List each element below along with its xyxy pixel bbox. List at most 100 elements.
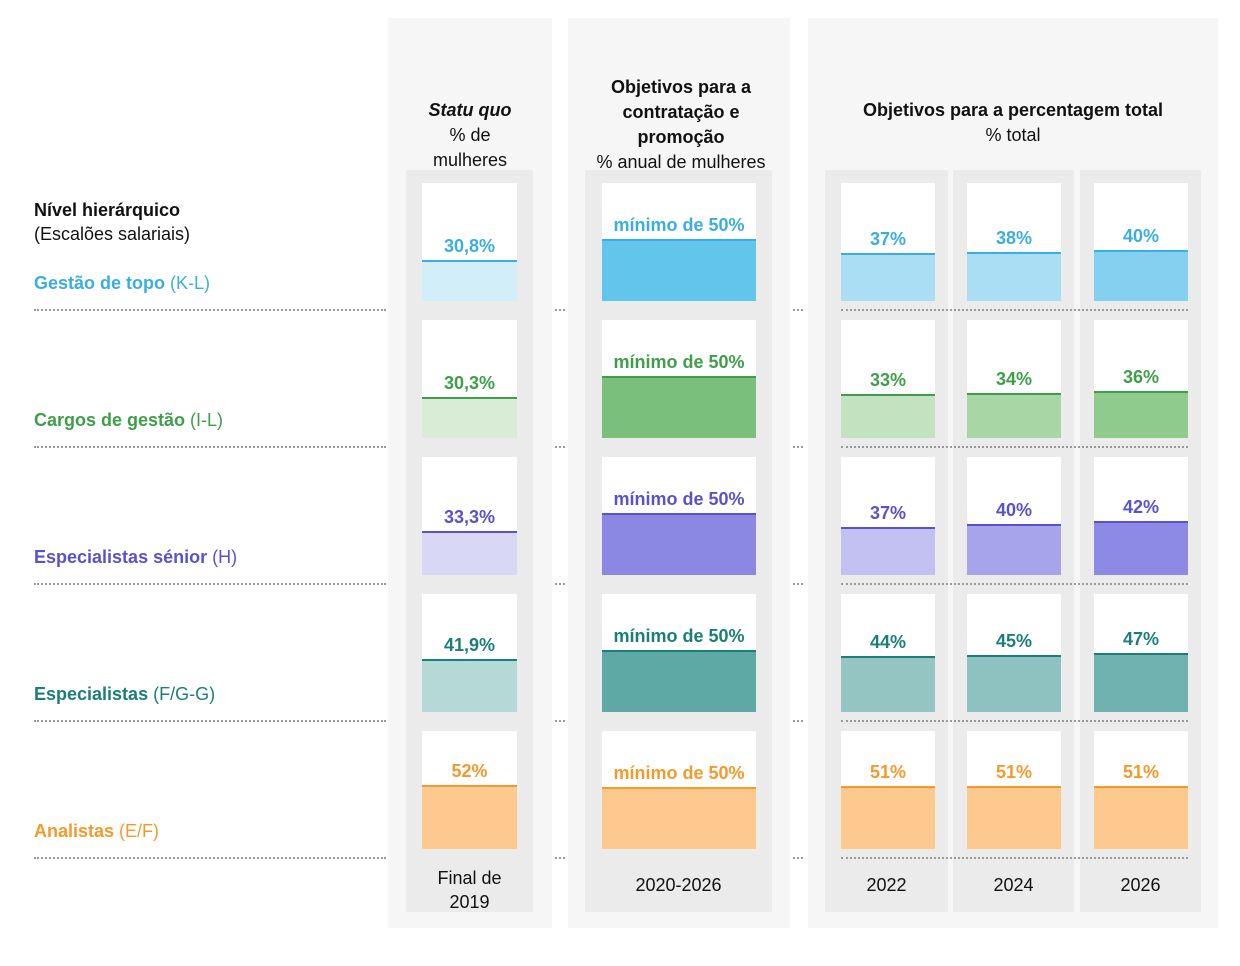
bar-value-label: 51% — [995, 762, 1033, 782]
row-separator — [555, 309, 565, 311]
footer-label-2020-2026: 2020-2026 — [635, 875, 722, 895]
bar-value-label: 44% — [869, 632, 907, 652]
bar-value-label: mínimo de 50% — [613, 215, 745, 235]
statu-quo-title: Statu quo — [428, 100, 512, 120]
hiring-targets-header: Objetivos para a contratação e promoção … — [568, 75, 794, 175]
row-grade: (E/F) — [119, 821, 160, 841]
bar-fill — [841, 656, 935, 712]
row-label-gestao-de-topo: Gestão de topo (K-L) — [34, 273, 210, 294]
row-header-subtitle: (Escalões salariais) — [34, 224, 191, 244]
bar-value-label: 51% — [869, 762, 907, 782]
bar-fill — [967, 524, 1061, 575]
row-label-cargos-de-gestao: Cargos de gestão (I-L) — [34, 410, 223, 431]
bar-top-line — [841, 527, 935, 529]
bar-top-line — [422, 260, 517, 262]
bar-value-label: 51% — [1122, 762, 1160, 782]
row-grade: (H) — [212, 547, 238, 567]
bar-cell-especialistas-senior-2: 37% — [841, 457, 935, 575]
bar-cell-gestao-de-topo-2: 37% — [841, 183, 935, 301]
bar-fill — [967, 655, 1061, 712]
footer-label-2024: 2024 — [993, 875, 1034, 895]
bar-value-label: 47% — [1122, 629, 1160, 649]
bar-value-label: 33% — [869, 370, 907, 390]
bar-top-line — [1094, 521, 1188, 523]
bar-cell-cargos-de-gestao-0: 30,3% — [422, 320, 517, 438]
bar-value-label: 33,3% — [443, 507, 496, 527]
bar-cell-analistas-0: 52% — [422, 731, 517, 849]
footer-label-2022: 2022 — [866, 875, 907, 895]
row-separator — [793, 857, 803, 859]
bar-value-label: 52% — [451, 761, 488, 781]
bar-fill — [967, 786, 1061, 849]
bar-top-line — [967, 524, 1061, 526]
bar-fill — [967, 252, 1061, 301]
bar-value-label: 38% — [995, 228, 1033, 248]
total-targets-header: Objetivos para a percentagem total % tot… — [808, 98, 1218, 148]
row-separator — [841, 583, 1188, 585]
bar-value-label: mínimo de 50% — [613, 352, 745, 372]
bar-top-line — [967, 655, 1061, 657]
total-targets-title: Objetivos para a percentagem total — [862, 100, 1164, 120]
bar-cell-cargos-de-gestao-1: mínimo de 50% — [602, 320, 756, 438]
row-separator — [34, 583, 386, 585]
bar-value-label: 37% — [869, 229, 907, 249]
row-separator — [793, 309, 803, 311]
row-separator — [555, 857, 565, 859]
row-name: Analistas — [34, 821, 120, 841]
bar-value-label: 42% — [1122, 497, 1160, 517]
bar-top-line — [841, 253, 935, 255]
row-separator — [34, 446, 386, 448]
bar-cell-especialistas-1: mínimo de 50% — [602, 594, 756, 712]
footer-label-2019: Final de 2019 — [437, 868, 502, 912]
bar-value-label: mínimo de 50% — [613, 626, 745, 646]
bar-top-line — [422, 397, 517, 399]
bar-fill — [602, 787, 756, 849]
bar-cell-especialistas-4: 47% — [1094, 594, 1188, 712]
bar-cell-especialistas-3: 45% — [967, 594, 1061, 712]
row-separator — [34, 720, 386, 722]
row-separator — [841, 720, 1188, 722]
row-separator — [34, 309, 386, 311]
bar-top-line — [602, 376, 756, 378]
bar-cell-analistas-3: 51% — [967, 731, 1061, 849]
bar-cell-especialistas-0: 41,9% — [422, 594, 517, 712]
row-grade: (F/G-G) — [153, 684, 216, 704]
row-separator — [841, 857, 1188, 859]
bar-fill — [967, 393, 1061, 438]
bar-value-label: 30,8% — [443, 236, 496, 256]
bar-value-label: 30,3% — [443, 373, 496, 393]
bar-cell-cargos-de-gestao-2: 33% — [841, 320, 935, 438]
bar-fill — [1094, 786, 1188, 849]
bar-fill — [602, 239, 756, 301]
bar-fill — [1094, 250, 1188, 301]
bar-top-line — [967, 393, 1061, 395]
row-separator — [555, 720, 565, 722]
bar-top-line — [841, 656, 935, 658]
bar-fill — [602, 513, 756, 575]
bar-value-label: 34% — [995, 369, 1033, 389]
bar-top-line — [602, 239, 756, 241]
bar-cell-especialistas-senior-1: mínimo de 50% — [602, 457, 756, 575]
bar-top-line — [967, 786, 1061, 788]
bar-cell-gestao-de-topo-1: mínimo de 50% — [602, 183, 756, 301]
bar-cell-especialistas-2: 44% — [841, 594, 935, 712]
bar-value-label: mínimo de 50% — [613, 763, 745, 783]
bar-fill — [841, 786, 935, 849]
bar-top-line — [422, 531, 517, 533]
bar-fill — [841, 527, 935, 575]
footer-label-2026: 2026 — [1120, 875, 1161, 895]
bar-value-label: mínimo de 50% — [613, 489, 745, 509]
bar-cell-gestao-de-topo-4: 40% — [1094, 183, 1188, 301]
bar-fill — [602, 376, 756, 438]
statu-quo-header: Statu quo % de mulheres — [388, 98, 552, 173]
bar-value-label: 40% — [995, 500, 1033, 520]
bar-fill — [422, 397, 517, 438]
bar-cell-especialistas-senior-4: 42% — [1094, 457, 1188, 575]
hiring-targets-title: Objetivos para a contratação e promoção — [610, 77, 752, 147]
bar-cell-gestao-de-topo-3: 38% — [967, 183, 1061, 301]
bar-top-line — [841, 394, 935, 396]
bar-top-line — [841, 786, 935, 788]
row-grade: (I-L) — [190, 410, 224, 430]
bar-top-line — [602, 513, 756, 515]
bar-cell-especialistas-senior-3: 40% — [967, 457, 1061, 575]
